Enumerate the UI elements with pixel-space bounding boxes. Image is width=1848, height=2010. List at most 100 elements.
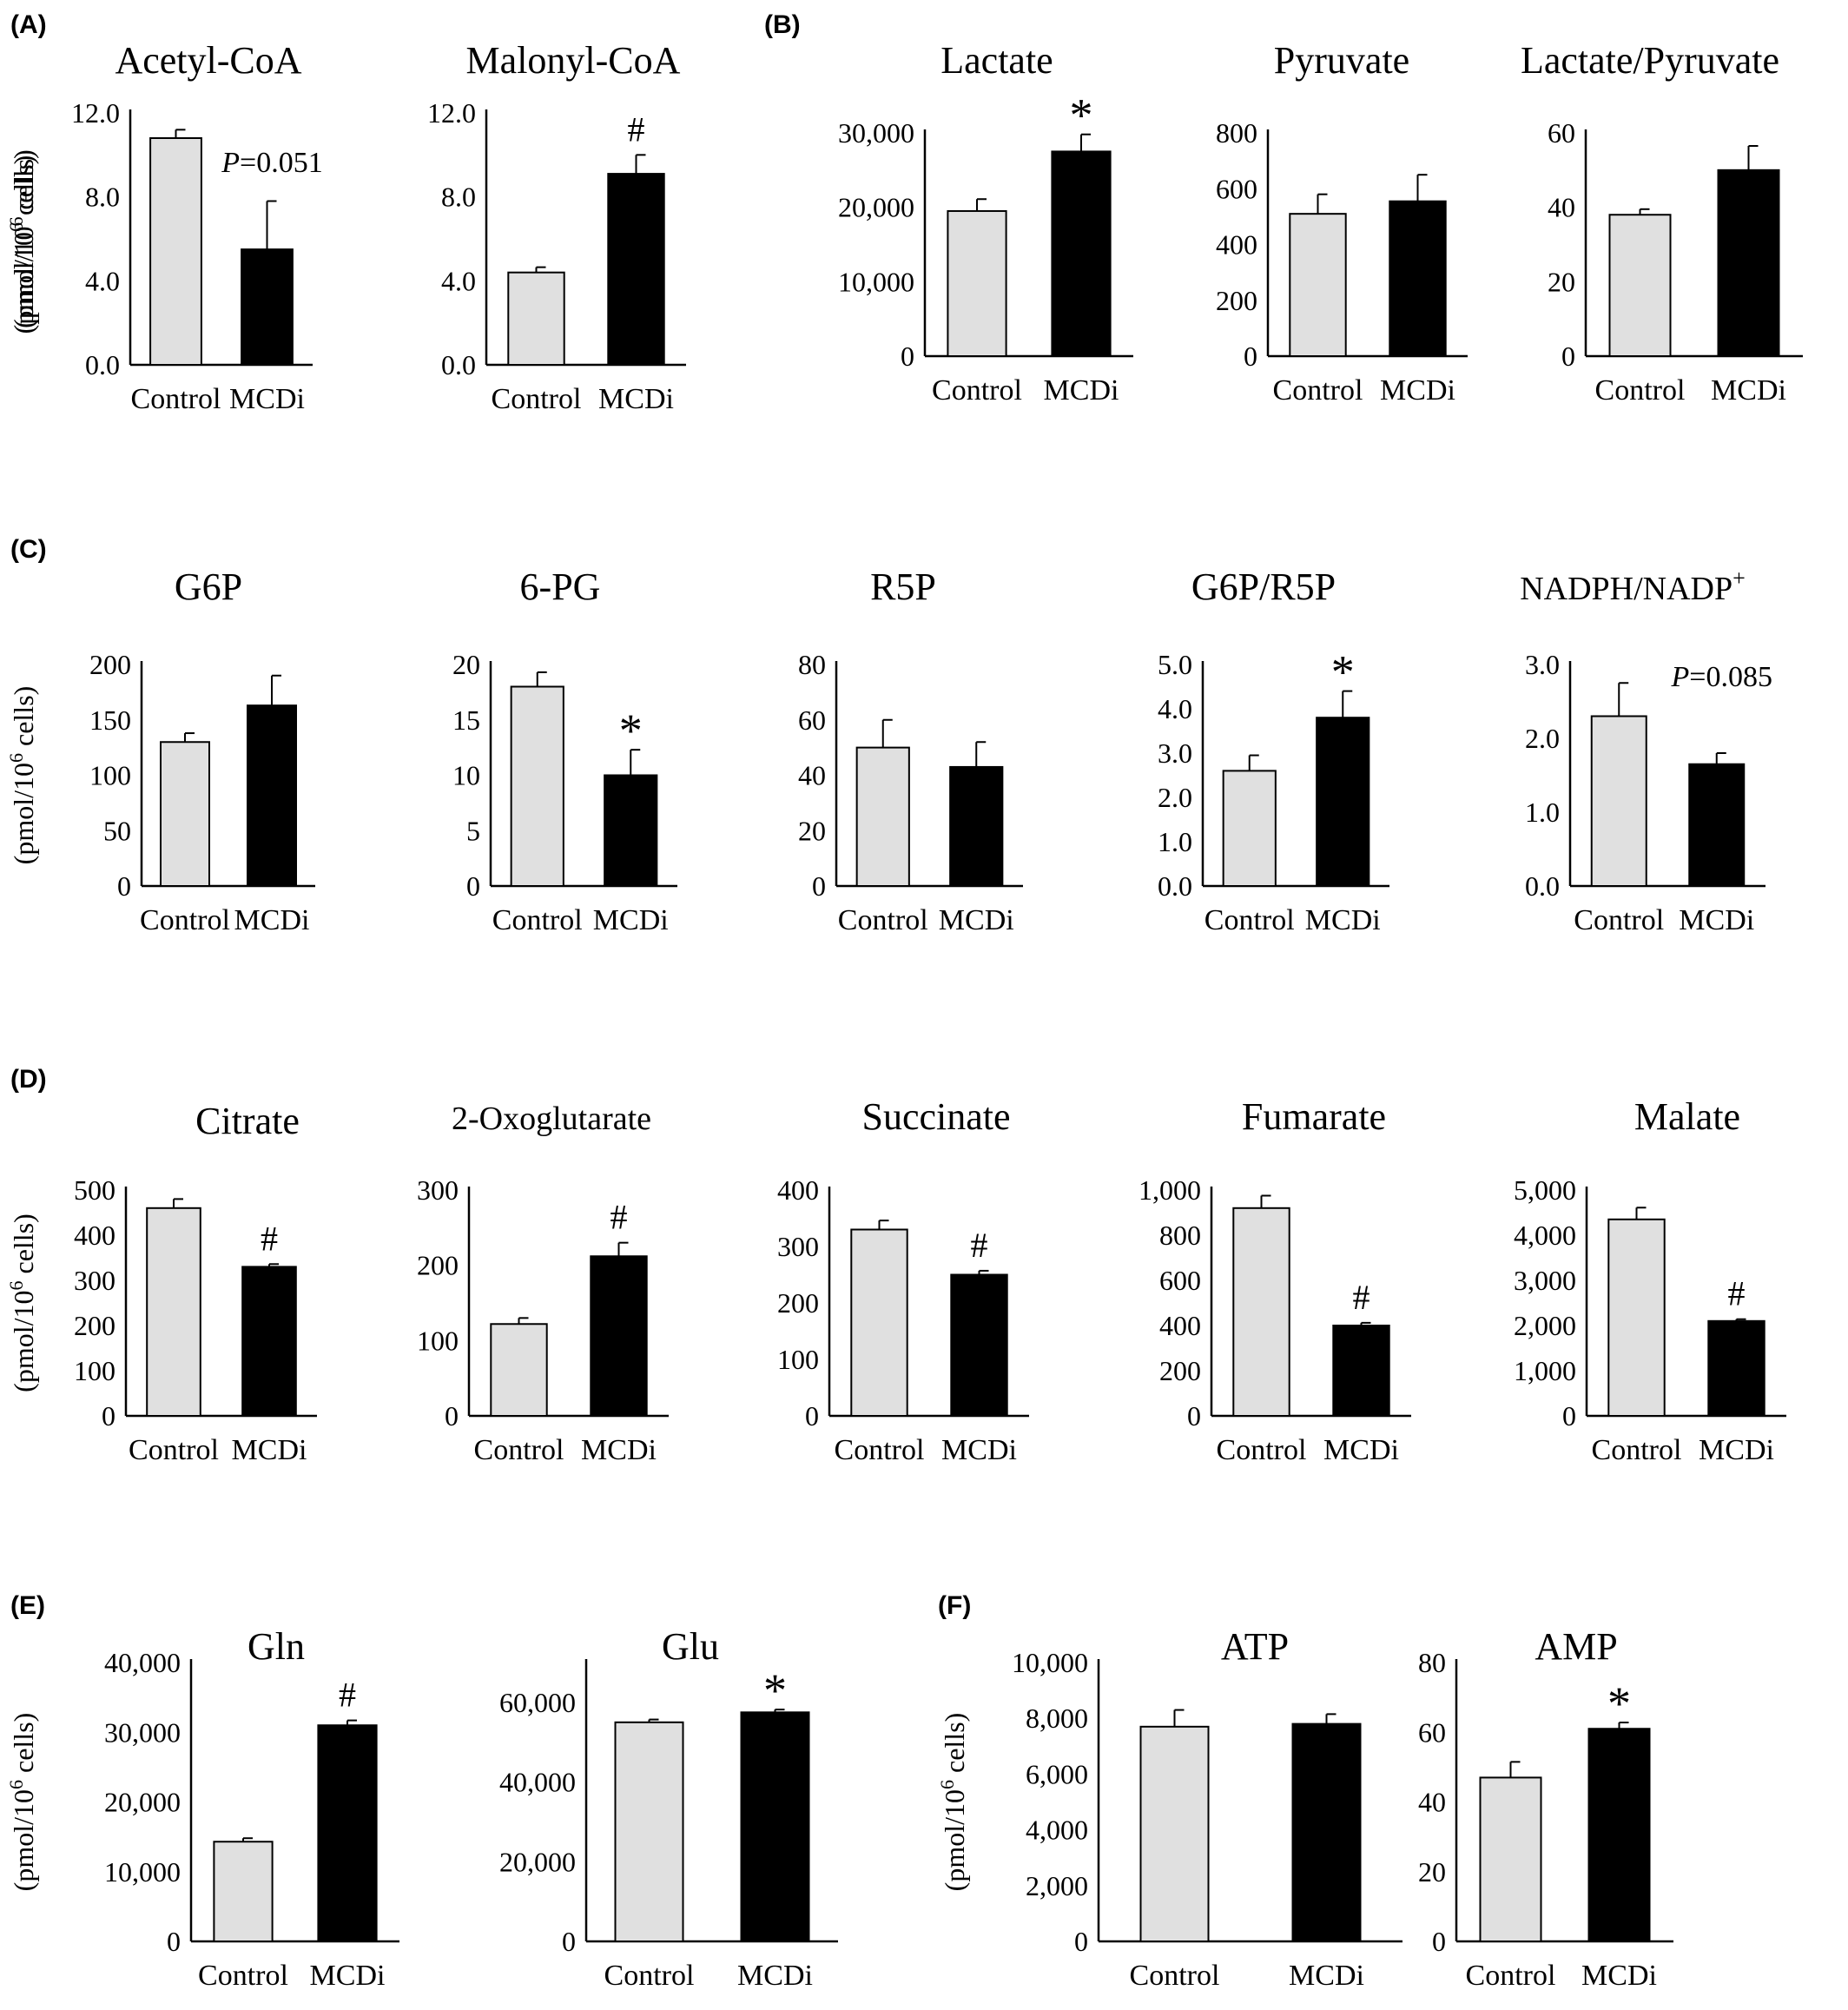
y-axis-label: (pmol/106 cells) [5,686,39,865]
bar-control [213,1841,274,1942]
y-tick-label: 12.0 [71,97,120,129]
bar-mcdi [1332,1325,1390,1417]
y-tick-label: 0 [1432,1926,1446,1957]
y-tick-label: 40 [1548,192,1575,223]
y-tick-label: 0 [812,870,826,902]
x-category-label: MCDi [1380,374,1455,407]
y-tick-label: 60 [798,704,826,736]
y-tick-label: 0 [117,870,131,902]
x-category-label: Control [835,1434,925,1466]
bar-mcdi [241,248,294,367]
x-category-label: Control [1574,904,1664,936]
y-tick-label: 40 [1418,1787,1446,1818]
bar-control [510,685,564,887]
chart-title: Malonyl-CoA [466,39,681,82]
y-tick-label: 10,000 [104,1856,181,1888]
y-tick-label: 20 [798,815,826,846]
significance-marker: # [971,1226,988,1265]
y-tick-label: 60,000 [499,1687,576,1718]
y-tick-label: 5,000 [1514,1174,1576,1206]
x-category-label: MCDi [1581,1960,1657,1992]
panel-label: (D) [10,1065,47,1094]
panel-label: (B) [764,10,801,39]
y-axis-label: (pmol/106 cells) [5,149,39,328]
y-tick-label: 100 [89,760,131,791]
y-tick-label: 4.0 [1158,693,1192,724]
chart-malonyl-coa: Malonyl-CoA 0.0 4.0 8.0 12.0 Control MCDi # [427,39,686,415]
chart-title-superscript: + [1732,565,1746,591]
chart-title: ATP [1221,1625,1289,1668]
x-category-label: MCDi [1679,904,1754,936]
y-axis-label-text: (pmol/10 [8,763,39,864]
y-axis-label-text-end: cells) [8,1713,39,1780]
y-axis-label-text: (pmol/10 [8,1290,39,1392]
significance-marker: * [619,704,643,757]
significance-marker: * [1070,89,1093,142]
significance-marker: # [1728,1274,1746,1313]
chart-r5p: R5P 0 20 40 60 80 Control MCDi [798,565,1023,936]
chart-title: NADPH/NADP+ [1520,565,1746,607]
bar-control [1232,1207,1290,1418]
x-category-label: Control [604,1960,695,1992]
bar-control [1222,770,1277,888]
y-tick-label: 40 [798,760,826,791]
y-tick-label: 100 [417,1325,459,1356]
panel-label: (C) [10,535,47,564]
x-category-label: Control [492,383,582,415]
y-tick-label: 2,000 [1514,1310,1576,1341]
y-tick-label: 20 [1548,266,1575,297]
chart-title: R5P [870,565,936,608]
y-tick-label: 80 [1418,1647,1446,1678]
y-tick-label: 10,000 [1012,1647,1088,1678]
y-axis-label-text: (pmol/10 [8,232,39,334]
significance-marker: # [339,1676,356,1715]
y-tick-label: 100 [777,1344,819,1375]
y-tick-label: 60 [1548,117,1575,149]
y-tick-label: 10,000 [838,266,914,297]
x-category-label: Control [838,904,928,936]
y-axis-label-text: (pmol/10 [939,1789,970,1891]
y-axis-label-superscript: 6 [5,216,27,226]
y-tick-label: 2,000 [1026,1870,1088,1901]
x-category-label: Control [1217,1434,1307,1466]
chart-atp: ATP 0 2,000 4,000 6,000 8,000 10,000 Control MCD… [936,1625,1402,1992]
chart-amp: AMP 0 20 40 60 80 Control MCDi * [1418,1625,1673,1992]
y-tick-label: 20,000 [838,192,914,223]
significance-marker: # [628,109,645,149]
y-axis-label: (pmol/106 cells) [5,1213,39,1392]
significance-marker: * [763,1664,787,1716]
y-tick-label: 0.0 [1525,870,1560,902]
chart-title: AMP [1534,1625,1617,1668]
p-value-annotation: P=0.085 [1671,661,1772,693]
y-tick-label: 400 [1216,229,1257,261]
significance-marker: * [1331,646,1355,698]
bar-mcdi [1707,1319,1766,1418]
y-tick-label: 0 [445,1400,459,1431]
significance-marker: # [261,1219,278,1258]
x-category-label: MCDi [232,1434,307,1466]
bar-mcdi [241,1266,297,1418]
x-category-label: MCDi [941,1434,1017,1466]
chart-title: Lactate [940,39,1053,82]
chart-g6p-r5p: G6P/R5P 0.0 1.0 2.0 3.0 4.0 5.0 Control MCDi * [1158,565,1389,936]
bar-mcdi [740,1711,810,1942]
chart-title: Citrate [195,1100,300,1142]
x-category-label: MCDi [229,383,305,415]
chart-lactate-pyruvate: Lactate/Pyruvate 0 20 40 60 Control MCDi [1521,39,1803,407]
p-value-annotation: P=0.051 [221,147,322,179]
x-category-label: MCDi [598,383,674,415]
bar-control [1590,715,1647,887]
bar-mcdi [317,1724,378,1942]
y-tick-label: 12.0 [427,97,476,129]
x-category-label: MCDi [310,1960,386,1992]
y-tick-label: 8.0 [441,182,476,213]
y-tick-label: 3.0 [1525,649,1560,680]
panel-label: (A) [10,10,47,39]
chart-2-oxoglutarate: 2-Oxoglutarate 0 100 200 300 Control MCDi # [417,1101,669,1466]
x-category-label: MCDi [581,1434,657,1466]
bar-mcdi [1051,150,1112,357]
y-tick-label: 1,000 [1514,1355,1576,1386]
x-category-label: Control [1595,374,1686,407]
x-category-label: MCDi [1044,374,1119,407]
